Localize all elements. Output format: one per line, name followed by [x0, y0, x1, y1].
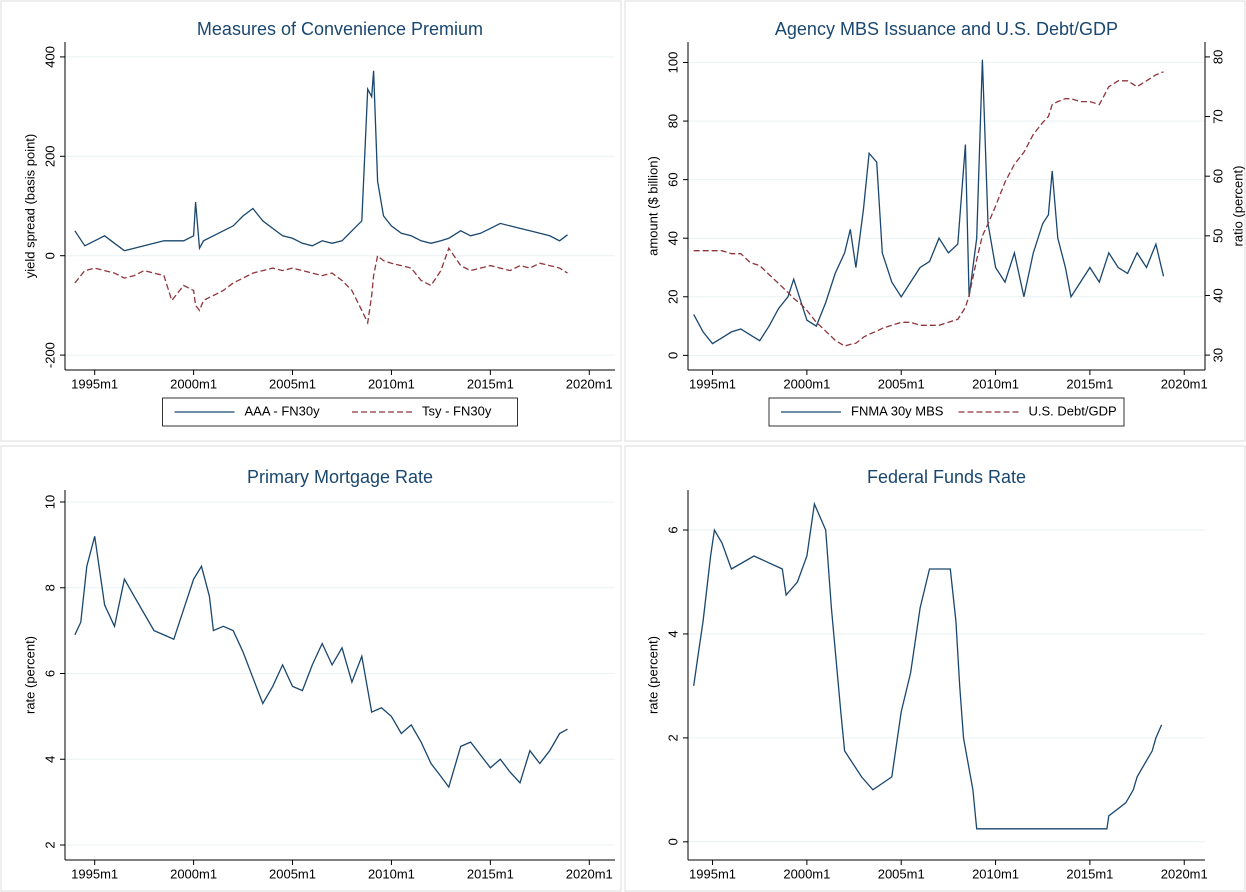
- chart-title: Measures of Convenience Premium: [197, 19, 483, 39]
- y2-axis-title: ratio (percent): [1230, 166, 1245, 247]
- x-tick-label: 2020m1: [1161, 866, 1208, 881]
- y2-tick-label: 40: [1210, 288, 1225, 302]
- chart-title: Federal Funds Rate: [867, 467, 1026, 487]
- series-line: [693, 71, 1164, 347]
- y-tick-label: 8: [42, 584, 57, 591]
- y-tick-label: 4: [42, 756, 57, 763]
- legend-label: FNMA 30y MBS: [851, 403, 944, 418]
- panel-frame: [624, 0, 1246, 442]
- panel-frame: [624, 445, 1246, 892]
- legend-label: Tsy - FN30y: [422, 403, 492, 418]
- x-tick-label: 2020m1: [566, 866, 613, 881]
- panel-frame: [0, 0, 622, 442]
- series-line: [693, 59, 1165, 345]
- x-tick-label: 1995m1: [71, 376, 118, 391]
- y-tick-label: 20: [665, 290, 680, 304]
- y-axis-title: rate (percent): [645, 636, 660, 714]
- y-tick-label: -200: [42, 342, 57, 368]
- y-tick-label: 2: [665, 734, 680, 741]
- y2-tick-label: 50: [1210, 229, 1225, 243]
- y-tick-label: 200: [42, 145, 57, 167]
- y-tick-label: 4: [665, 630, 680, 637]
- x-tick-label: 1995m1: [689, 866, 736, 881]
- x-tick-label: 2015m1: [1066, 376, 1113, 391]
- series-line: [74, 70, 568, 252]
- legend-label: U.S. Debt/GDP: [1029, 403, 1117, 418]
- x-tick-label: 2020m1: [1161, 376, 1208, 391]
- y-tick-label: 0: [665, 352, 680, 359]
- series-line: [74, 536, 568, 789]
- x-tick-label: 2010m1: [368, 376, 415, 391]
- y-tick-label: 6: [42, 670, 57, 677]
- chart-title: Primary Mortgage Rate: [247, 467, 433, 487]
- y-tick-label: 10: [42, 495, 57, 509]
- y2-tick-label: 60: [1210, 169, 1225, 183]
- x-tick-label: 2005m1: [878, 866, 925, 881]
- y-tick-label: 400: [42, 46, 57, 68]
- x-tick-label: 2005m1: [878, 376, 925, 391]
- x-tick-label: 1995m1: [689, 376, 736, 391]
- x-tick-label: 2015m1: [467, 866, 514, 881]
- x-tick-label: 2015m1: [467, 376, 514, 391]
- y-tick-label: 2: [42, 841, 57, 848]
- x-tick-label: 2010m1: [368, 866, 415, 881]
- series-line: [693, 501, 1163, 830]
- y2-tick-label: 70: [1210, 109, 1225, 123]
- y-tick-label: 0: [42, 252, 57, 259]
- x-tick-label: 2010m1: [972, 866, 1019, 881]
- y-tick-label: 6: [665, 526, 680, 533]
- legend-label: AAA - FN30y: [245, 403, 321, 418]
- x-tick-label: 1995m1: [71, 866, 118, 881]
- x-tick-label: 2020m1: [566, 376, 613, 391]
- y-tick-label: 60: [665, 172, 680, 186]
- y2-tick-label: 80: [1210, 50, 1225, 64]
- y-axis-title: rate (percent): [22, 636, 37, 714]
- x-tick-label: 2000m1: [170, 376, 217, 391]
- x-tick-label: 2005m1: [269, 376, 316, 391]
- y2-tick-label: 30: [1210, 348, 1225, 362]
- y-axis-title: yield spread (basis point): [22, 134, 37, 279]
- x-tick-label: 2000m1: [783, 866, 830, 881]
- series-line: [74, 246, 568, 326]
- y-tick-label: 0: [665, 838, 680, 845]
- x-tick-label: 2015m1: [1066, 866, 1113, 881]
- y-tick-label: 80: [665, 114, 680, 128]
- x-tick-label: 2005m1: [269, 866, 316, 881]
- y-tick-label: 100: [665, 52, 680, 74]
- y-axis-title: amount ($ billion): [645, 156, 660, 256]
- panel-frame: [0, 445, 622, 892]
- x-tick-label: 2000m1: [170, 866, 217, 881]
- x-tick-label: 2000m1: [783, 376, 830, 391]
- x-tick-label: 2010m1: [972, 376, 1019, 391]
- chart-title: Agency MBS Issuance and U.S. Debt/GDP: [775, 19, 1118, 39]
- y-tick-label: 40: [665, 231, 680, 245]
